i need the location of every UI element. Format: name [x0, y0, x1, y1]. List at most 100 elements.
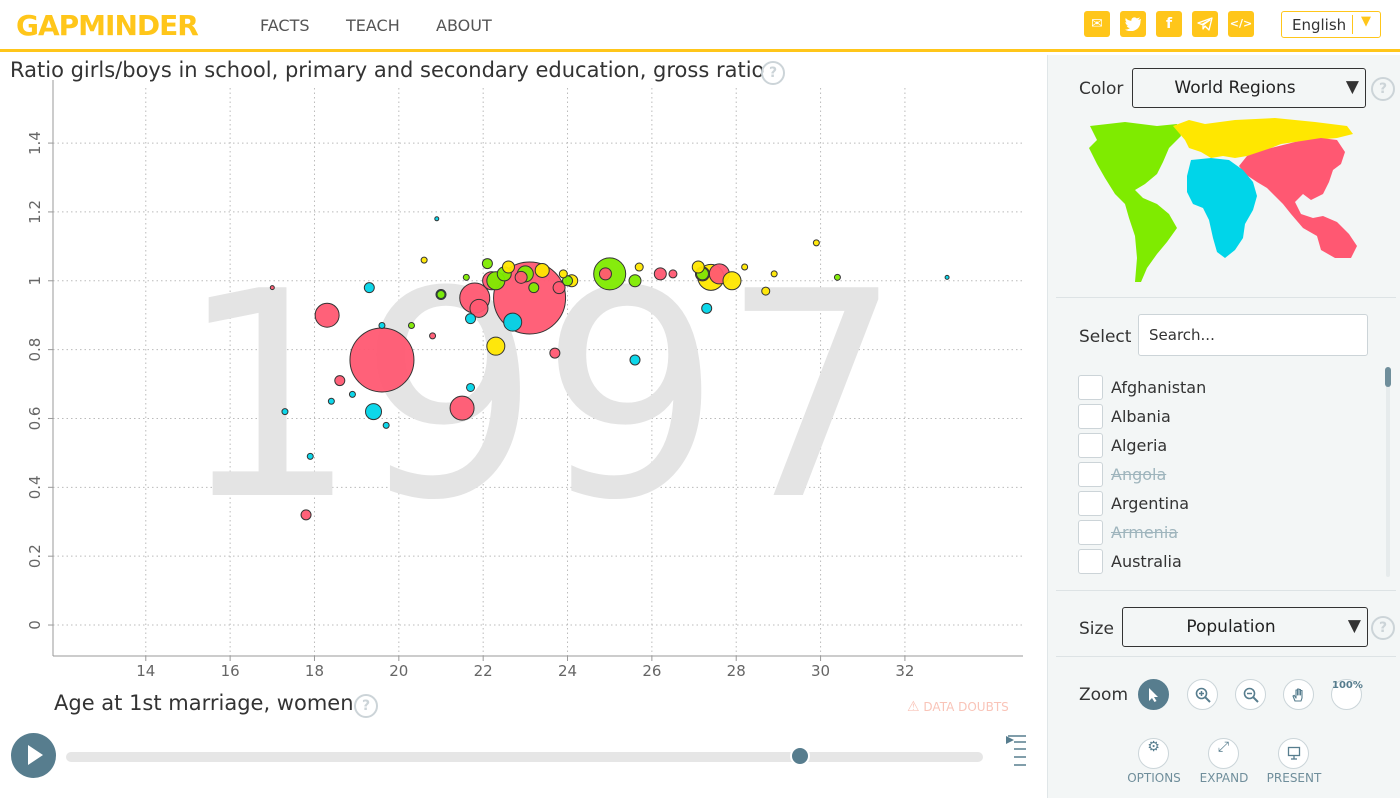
- data-bubble[interactable]: [420, 256, 428, 264]
- data-bubble[interactable]: [469, 298, 489, 318]
- pointer-tool-button[interactable]: [1138, 679, 1169, 710]
- data-bubble[interactable]: [634, 262, 644, 272]
- data-bubble[interactable]: [770, 270, 778, 278]
- data-bubble[interactable]: [833, 273, 841, 281]
- data-bubble[interactable]: [365, 403, 383, 421]
- country-search-input[interactable]: [1138, 314, 1368, 356]
- country-checkbox[interactable]: [1078, 433, 1103, 458]
- data-bubble[interactable]: [382, 421, 390, 429]
- data-bubble[interactable]: [327, 397, 335, 405]
- embed-icon[interactable]: </>: [1228, 11, 1254, 37]
- size-select-value: Population: [1186, 617, 1276, 637]
- data-bubble[interactable]: [348, 390, 356, 398]
- country-checkbox[interactable]: [1078, 520, 1103, 545]
- data-bubble[interactable]: [691, 260, 705, 274]
- data-bubble[interactable]: [306, 452, 314, 460]
- y-help-icon[interactable]: ?: [761, 61, 785, 85]
- data-bubble[interactable]: [378, 322, 386, 330]
- asia-region[interactable]: [1239, 138, 1357, 258]
- country-list-scroll-thumb[interactable]: [1385, 367, 1391, 387]
- data-bubble[interactable]: [668, 269, 678, 279]
- data-bubble[interactable]: [481, 258, 493, 270]
- data-bubble[interactable]: [363, 282, 375, 294]
- country-checkbox[interactable]: [1078, 549, 1103, 574]
- data-bubble[interactable]: [528, 282, 540, 294]
- country-label: Albania: [1111, 407, 1171, 426]
- data-bubble[interactable]: [812, 239, 820, 247]
- data-bubble[interactable]: [501, 260, 515, 274]
- x-help-icon[interactable]: ?: [354, 694, 378, 718]
- size-select[interactable]: Population ▼: [1122, 607, 1368, 647]
- world-regions-map[interactable]: [1085, 118, 1360, 288]
- language-select[interactable]: English ▼: [1281, 11, 1381, 38]
- bubbles[interactable]: [269, 216, 950, 521]
- europe-region[interactable]: [1173, 118, 1353, 158]
- data-bubble[interactable]: [407, 322, 415, 330]
- data-bubble[interactable]: [628, 274, 642, 288]
- x-axis-title[interactable]: Age at 1st marriage, women: [54, 691, 354, 715]
- data-bubble[interactable]: [349, 327, 415, 393]
- data-bubble[interactable]: [562, 275, 574, 287]
- americas-region[interactable]: [1089, 122, 1181, 282]
- data-bubble[interactable]: [334, 375, 346, 387]
- color-help-icon[interactable]: ?: [1371, 77, 1395, 101]
- data-bubble[interactable]: [429, 332, 437, 340]
- nav-about[interactable]: ABOUT: [436, 16, 492, 35]
- data-bubble[interactable]: [486, 336, 506, 356]
- country-checkbox[interactable]: [1078, 404, 1103, 429]
- country-list-scrollbar[interactable]: [1386, 367, 1390, 577]
- size-help-icon[interactable]: ?: [1371, 616, 1395, 640]
- twitter-icon[interactable]: [1120, 11, 1146, 37]
- data-bubble[interactable]: [549, 347, 561, 359]
- data-bubble[interactable]: [503, 312, 523, 332]
- present-button[interactable]: [1278, 738, 1309, 769]
- data-bubble[interactable]: [722, 271, 742, 291]
- country-checkbox[interactable]: [1078, 491, 1103, 516]
- pan-button[interactable]: [1283, 679, 1314, 710]
- data-bubble[interactable]: [701, 302, 713, 314]
- data-bubble[interactable]: [281, 408, 289, 416]
- data-bubble[interactable]: [314, 302, 340, 328]
- data-bubble[interactable]: [558, 269, 568, 279]
- bubble-chart[interactable]: 1997 14 16 18 20 22 24 26 28 30 3200.20.40.60.811…: [0, 80, 1045, 685]
- country-checkbox[interactable]: [1078, 375, 1103, 400]
- expand-button[interactable]: ⤢: [1208, 738, 1239, 769]
- data-bubble[interactable]: [449, 395, 475, 421]
- facebook-icon[interactable]: f: [1156, 11, 1182, 37]
- data-bubble[interactable]: [761, 286, 771, 296]
- data-bubble[interactable]: [514, 270, 528, 284]
- color-select[interactable]: World Regions ▼: [1132, 68, 1366, 108]
- speed-control-icon[interactable]: [1006, 732, 1028, 772]
- present-icon: [1287, 746, 1300, 760]
- gapminder-logo[interactable]: GAPMINDER: [16, 9, 199, 42]
- data-doubts-link[interactable]: ⚠ DATA DOUBTS: [907, 699, 1009, 715]
- nav-teach[interactable]: TEACH: [346, 16, 400, 35]
- nav-facts[interactable]: FACTS: [260, 16, 310, 35]
- data-bubble[interactable]: [269, 285, 275, 291]
- data-bubble[interactable]: [598, 267, 612, 281]
- play-button[interactable]: [11, 733, 56, 778]
- mail-icon[interactable]: ✉: [1084, 11, 1110, 37]
- zoom-in-button[interactable]: [1187, 679, 1218, 710]
- time-slider-thumb[interactable]: [789, 746, 810, 766]
- country-checkbox[interactable]: [1078, 462, 1103, 487]
- zoom-100-button[interactable]: 100%: [1331, 679, 1363, 710]
- options-button[interactable]: ⚙: [1138, 738, 1169, 769]
- data-bubble[interactable]: [436, 290, 446, 300]
- africa-region[interactable]: [1187, 158, 1257, 258]
- data-bubble[interactable]: [552, 281, 566, 295]
- data-bubble[interactable]: [300, 509, 312, 521]
- data-bubble[interactable]: [741, 263, 749, 271]
- telegram-icon[interactable]: [1192, 11, 1218, 37]
- time-slider-track[interactable]: [66, 752, 983, 762]
- zoom-out-button[interactable]: [1235, 679, 1266, 710]
- y-axis-title[interactable]: Ratio girls/boys in school, primary and …: [10, 58, 765, 82]
- data-bubble[interactable]: [944, 274, 950, 280]
- data-bubble[interactable]: [629, 354, 641, 366]
- data-bubble[interactable]: [465, 313, 477, 325]
- data-bubble[interactable]: [462, 273, 470, 281]
- data-bubble[interactable]: [434, 216, 440, 222]
- data-bubble[interactable]: [466, 382, 476, 392]
- data-bubble[interactable]: [653, 267, 667, 281]
- data-bubble[interactable]: [534, 262, 550, 278]
